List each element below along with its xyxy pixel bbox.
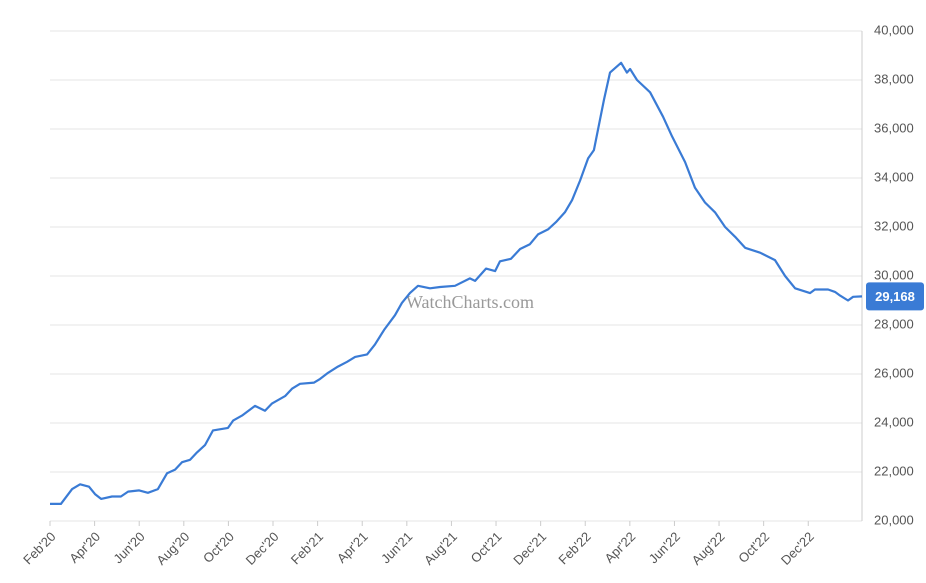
x-tick-label: Aug'21 [421,529,460,568]
x-tick-label: Oct'21 [468,529,505,566]
x-tick-label: Aug'20 [153,529,192,568]
x-tick-label: Aug'22 [689,529,728,568]
y-tick-label: 22,000 [874,463,914,478]
y-tick-label: 38,000 [874,71,914,86]
y-tick-label: 34,000 [874,169,914,184]
y-tick-label: 32,000 [874,218,914,233]
y-tick-label: 24,000 [874,414,914,429]
watermark: WatchCharts.com [406,292,534,312]
x-tick-label: Jun'22 [646,529,683,566]
y-tick-label: 36,000 [874,120,914,135]
x-tick-label: Oct'22 [735,529,772,566]
x-tick-label: Jun'20 [110,529,147,566]
x-tick-label: Dec'21 [510,529,549,568]
y-tick-label: 30,000 [874,267,914,282]
y-tick-label: 20,000 [874,512,914,527]
current-value-badge [866,282,924,311]
x-tick-label: Feb'22 [555,529,593,567]
x-tick-label: Apr'20 [66,529,103,566]
y-tick-label: 26,000 [874,365,914,380]
x-tick-label: Feb'20 [20,529,58,567]
x-tick-label: Feb'21 [288,529,326,567]
y-tick-label: 28,000 [874,316,914,331]
current-value-label: 29,168 [875,289,915,304]
x-tick-label: Apr'22 [602,529,639,566]
x-tick-label: Apr'21 [334,529,371,566]
x-tick-label: Dec'22 [778,529,817,568]
x-tick-label: Dec'20 [243,529,282,568]
price-line [50,61,863,505]
x-tick-label: Jun'21 [378,529,415,566]
y-tick-label: 40,000 [874,22,914,37]
x-tick-label: Oct'20 [200,529,237,566]
